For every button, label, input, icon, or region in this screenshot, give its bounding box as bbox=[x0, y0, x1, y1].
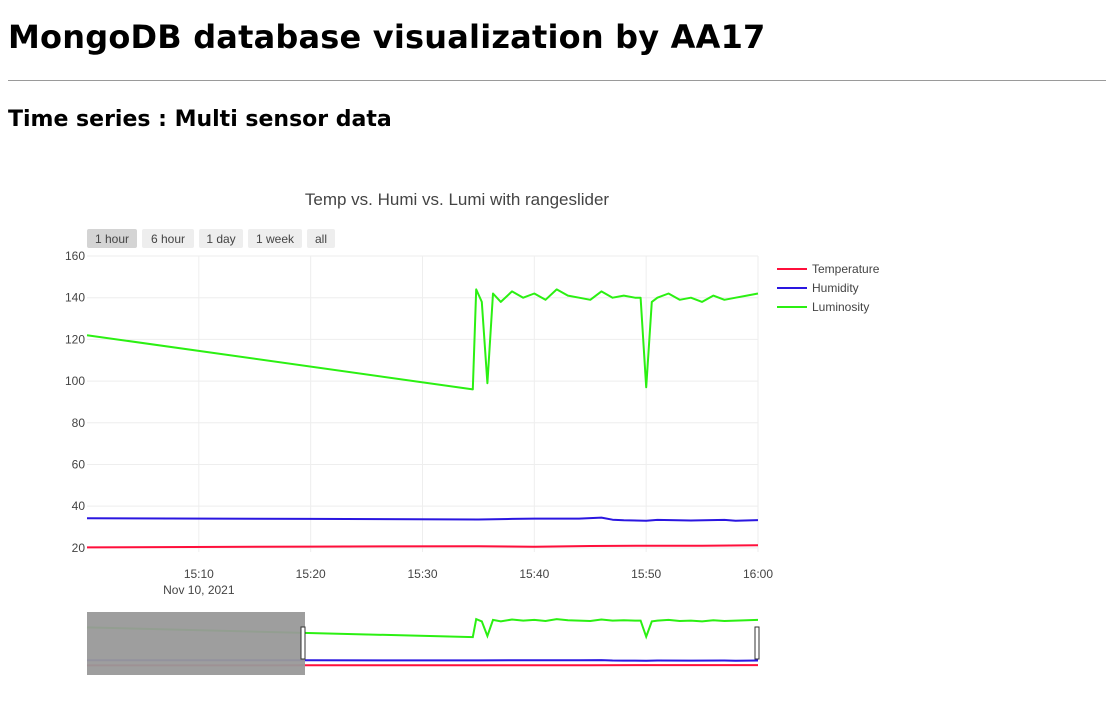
x-tick-label: 16:00 bbox=[743, 567, 773, 581]
axes: 20 40 60 80 100 120 140 160 15:10 Nov 10, 2021 15:… bbox=[65, 249, 773, 597]
legend-label: Humidity bbox=[812, 281, 859, 295]
range-button-label: 1 week bbox=[256, 232, 295, 246]
header-divider bbox=[8, 80, 1106, 81]
rangeslider-handle-right[interactable] bbox=[754, 626, 760, 660]
x-tick-date-label: Nov 10, 2021 bbox=[163, 583, 235, 597]
range-button-bg bbox=[307, 229, 335, 248]
series-line-luminosity bbox=[86, 288, 759, 391]
page-title: MongoDB database visualization by AA17 bbox=[8, 18, 766, 56]
range-button-bg bbox=[248, 229, 302, 248]
range-button-label: 1 hour bbox=[95, 232, 129, 246]
rangeslider[interactable] bbox=[86, 612, 760, 675]
range-button-1-week[interactable]: 1 week bbox=[248, 229, 302, 248]
range-button-label: 6 hour bbox=[151, 232, 185, 246]
legend-item-luminosity[interactable]: Luminosity bbox=[777, 300, 869, 314]
series-line-temperature bbox=[86, 544, 759, 549]
range-button-bg bbox=[142, 229, 194, 248]
range-button-label: 1 day bbox=[206, 232, 235, 246]
rangeslider-series-luminosity bbox=[86, 617, 759, 640]
rangeslider-handle-left[interactable] bbox=[300, 626, 306, 660]
rangeslider-mask bbox=[87, 612, 305, 675]
range-button-bg bbox=[87, 229, 137, 248]
chart-title: Temp vs. Humi vs. Lumi with rangeslider bbox=[305, 190, 610, 209]
range-button-1-hour[interactable]: 1 hour bbox=[87, 229, 137, 248]
x-tick-label: 15:10 bbox=[184, 567, 214, 581]
x-tick-label: 15:40 bbox=[519, 567, 549, 581]
x-tick-label: 15:30 bbox=[407, 567, 437, 581]
series-lines bbox=[86, 288, 759, 549]
gridlines bbox=[87, 255, 759, 552]
legend-label: Temperature bbox=[812, 262, 880, 276]
x-tick-label: 15:50 bbox=[631, 567, 661, 581]
series-line-humidity bbox=[86, 516, 759, 522]
range-selector[interactable]: 1 hour 6 hour 1 day 1 week all bbox=[87, 229, 335, 248]
y-tick-label: 140 bbox=[65, 291, 85, 305]
y-tick-label: 20 bbox=[72, 541, 86, 555]
legend-item-humidity[interactable]: Humidity bbox=[777, 281, 859, 295]
y-tick-label: 80 bbox=[72, 416, 86, 430]
legend-label: Luminosity bbox=[812, 300, 869, 314]
y-tick-label: 160 bbox=[65, 249, 85, 263]
x-tick-label: 15:20 bbox=[296, 567, 326, 581]
y-tick-label: 60 bbox=[72, 457, 86, 471]
range-button-bg bbox=[199, 229, 243, 248]
y-tick-label: 40 bbox=[72, 499, 86, 513]
range-button-all[interactable]: all bbox=[307, 229, 335, 248]
y-tick-label: 100 bbox=[65, 374, 85, 388]
range-button-1-day[interactable]: 1 day bbox=[199, 229, 243, 248]
range-button-label: all bbox=[315, 232, 327, 246]
range-button-6-hour[interactable]: 6 hour bbox=[142, 229, 194, 248]
legend-item-temperature[interactable]: Temperature bbox=[777, 262, 880, 276]
legend[interactable]: Temperature Humidity Luminosity bbox=[777, 262, 880, 314]
y-tick-label: 120 bbox=[65, 332, 85, 346]
rangeslider-series-humidity bbox=[86, 659, 759, 662]
section-title: Time series : Multi sensor data bbox=[8, 107, 392, 132]
